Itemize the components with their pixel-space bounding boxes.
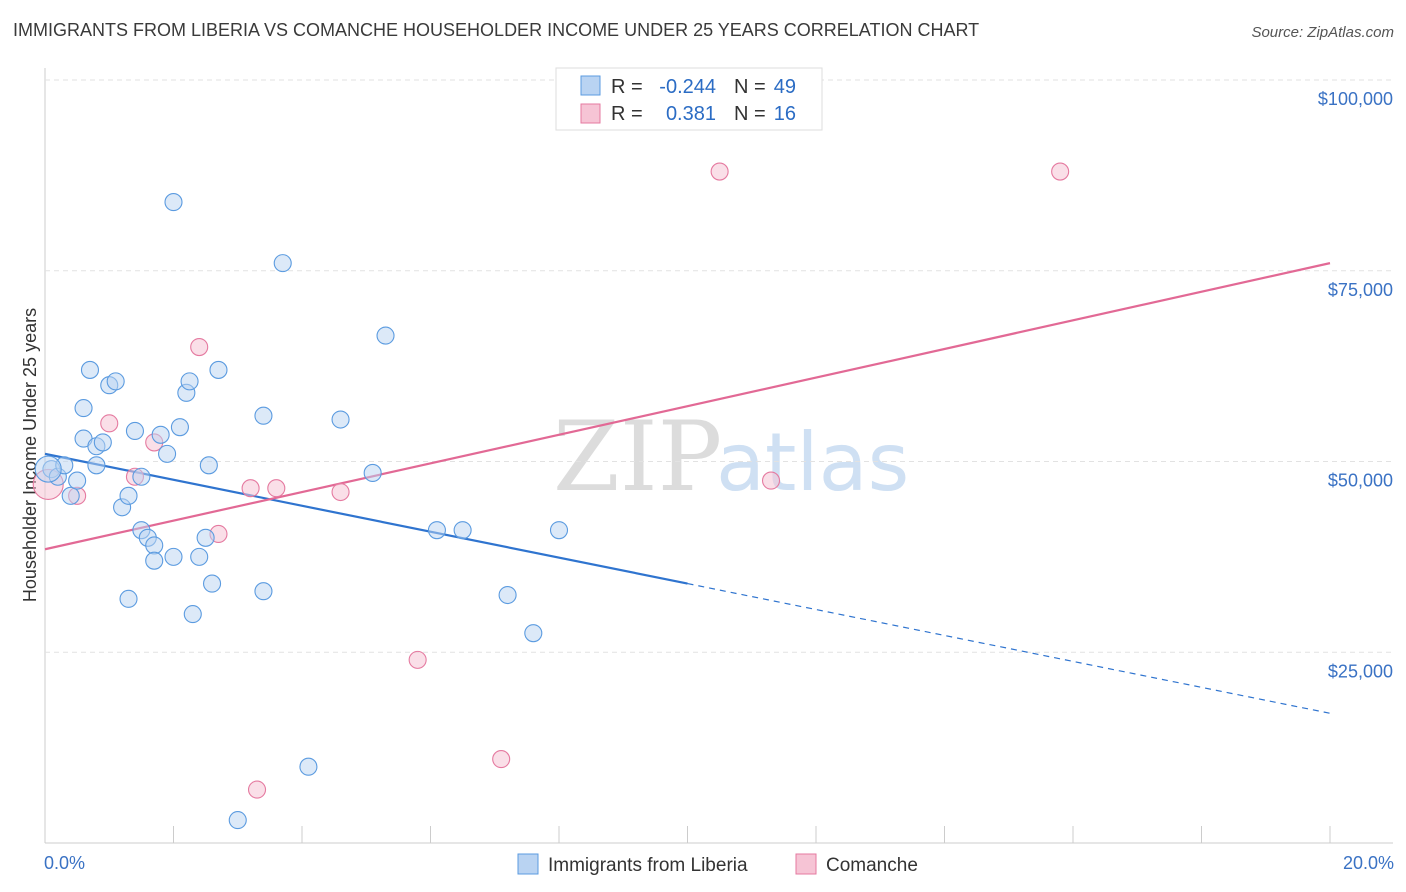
legend-n-value-2: 16 [774,103,796,125]
liberia-point [133,468,150,485]
liberia-point [197,529,214,546]
liberia-point [454,522,471,539]
liberia-point [171,419,188,436]
legend-n-label-1: N = [734,76,766,98]
legend-n-value-1: 49 [774,76,796,98]
liberia-point [499,587,516,604]
liberia-point [332,411,349,428]
comanche-point [493,751,510,768]
liberia-point [126,422,143,439]
liberia-point [191,548,208,565]
liberia-point [120,487,137,504]
x-tick-label-max: 20.0% [1343,853,1394,873]
y-axis-label: Householder Income Under 25 years [20,308,40,602]
legend-r-label-1: R = [611,76,643,98]
liberia-point [200,457,217,474]
scatter-chart: ZIP atlas $100,000$75,000$50,000$25,000 … [0,0,1406,892]
series-swatch-comanche [796,854,816,874]
liberia-point [94,434,111,451]
series-swatch-liberia [518,854,538,874]
liberia-point [88,457,105,474]
liberia-point [165,548,182,565]
liberia-point [146,537,163,554]
liberia-point [107,373,124,390]
liberia-points [35,194,567,829]
comanche-point [242,480,259,497]
y-tick-labels: $100,000 $75,000 $50,000 $25,000 [1318,89,1393,681]
comanche-point [409,651,426,668]
comanche-point [763,472,780,489]
liberia-point [120,590,137,607]
liberia-point [377,327,394,344]
watermark-atlas: atlas [716,416,909,509]
comanche-point [268,480,285,497]
comanche-points [33,163,1068,798]
liberia-point [35,456,61,482]
liberia-point [229,812,246,829]
liberia-point [181,373,198,390]
liberia-point [525,625,542,642]
y-tick-label: $75,000 [1328,280,1393,300]
legend-r-label-2: R = [611,103,643,125]
liberia-point [81,361,98,378]
series-legend: Immigrants from Liberia Comanche [518,854,918,876]
liberia-point [159,445,176,462]
liberia-point [75,400,92,417]
y-tick-label: $50,000 [1328,471,1393,491]
legend-swatch-pink [581,104,600,123]
series-label-comanche: Comanche [826,855,918,876]
liberia-point [146,552,163,569]
y-tick-label: $25,000 [1328,661,1393,681]
series-label-liberia: Immigrants from Liberia [548,855,748,876]
liberia-point [204,575,221,592]
liberia-point [152,426,169,443]
comanche-point [249,781,266,798]
correlation-legend: R = -0.244 N = 49 R = 0.381 N = 16 [556,68,822,130]
legend-swatch-blue [581,76,600,95]
liberia-point [255,583,272,600]
liberia-trend-dashed [688,584,1331,714]
liberia-point [210,361,227,378]
x-tick-label-min: 0.0% [44,853,85,873]
comanche-point [191,339,208,356]
liberia-point [364,464,381,481]
liberia-point [165,194,182,211]
comanche-point [711,163,728,180]
y-tick-label: $100,000 [1318,89,1393,109]
liberia-point [255,407,272,424]
legend-r-value-1: -0.244 [659,76,716,98]
liberia-point [69,472,86,489]
comanche-point [101,415,118,432]
comanche-point [332,484,349,501]
liberia-point [300,758,317,775]
legend-r-value-2: 0.381 [666,103,716,125]
comanche-point [1052,163,1069,180]
legend-n-label-2: N = [734,103,766,125]
liberia-point [62,487,79,504]
liberia-point [428,522,445,539]
liberia-point [551,522,568,539]
liberia-point [184,606,201,623]
liberia-point [274,255,291,272]
